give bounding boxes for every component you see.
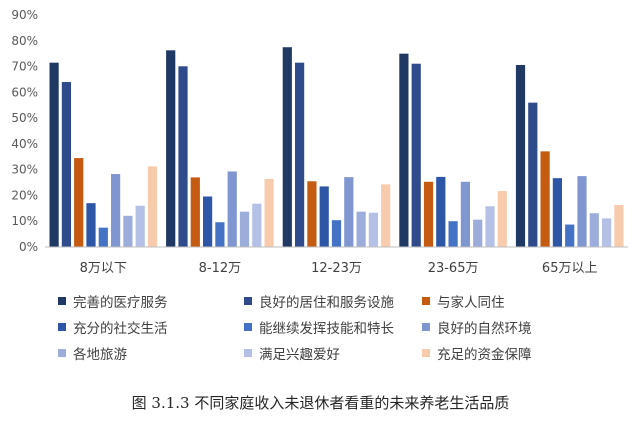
legend-row: 各地旅游 满足兴趣爱好 充足的资金保障 <box>58 340 618 366</box>
y-tick-label: 30% <box>11 163 38 177</box>
y-tick-label: 40% <box>11 137 38 151</box>
bar <box>74 158 84 247</box>
bar <box>239 211 250 247</box>
bar <box>552 178 562 247</box>
bar <box>344 177 354 247</box>
bar <box>565 224 575 247</box>
bar <box>356 211 366 247</box>
legend-item: 充分的社交生活 <box>58 317 244 337</box>
legend: 完善的医疗服务 良好的居住和服务设施 与家人同住充分的社交生活 能继续发挥技能和特长 良… <box>58 288 618 366</box>
figure-caption: 图 3.1.3 不同家庭收入未退休者看重的未来养老生活品质 <box>131 394 510 412</box>
legend-item: 良好的居住和服务设施 <box>244 291 422 311</box>
legend-swatch <box>422 349 430 357</box>
legend-label: 完善的医疗服务 <box>73 295 168 311</box>
bar <box>423 181 434 247</box>
bar <box>86 203 96 247</box>
bar <box>61 82 71 248</box>
bar <box>602 218 612 247</box>
legend-item: 充足的资金保障 <box>422 343 532 363</box>
bar <box>485 206 495 247</box>
bar <box>147 166 158 247</box>
bar <box>411 63 421 247</box>
y-tick-label: 50% <box>11 111 38 125</box>
bar <box>178 66 188 247</box>
legend-swatch <box>58 297 66 305</box>
bar <box>448 221 458 247</box>
legend-label: 能继续发挥技能和特长 <box>259 321 394 337</box>
bar <box>295 62 305 247</box>
bar <box>331 220 342 247</box>
legend-label: 各地旅游 <box>73 347 127 363</box>
bar <box>111 174 121 247</box>
legend-swatch <box>58 349 66 357</box>
bar <box>203 196 213 247</box>
legend-item: 完善的医疗服务 <box>58 291 244 311</box>
x-category-label: 8-12万 <box>199 261 242 276</box>
y-tick-label: 0% <box>19 240 38 254</box>
bar <box>381 184 391 247</box>
y-axis: 0% 10% 20% 30% 40% 50% 60% 70% 80% 90% <box>11 8 38 254</box>
legend-swatch <box>422 297 430 305</box>
legend-item: 能继续发挥技能和特长 <box>244 317 422 337</box>
legend-swatch <box>244 323 252 331</box>
bar <box>307 181 317 247</box>
x-category-label: 8万以下 <box>80 261 127 276</box>
legend-item: 与家人同住 <box>422 291 505 311</box>
bar <box>215 222 225 247</box>
legend-label: 良好的自然环境 <box>437 321 532 337</box>
y-tick-label: 20% <box>11 188 38 202</box>
y-tick-label: 60% <box>11 85 38 99</box>
bars <box>49 47 624 248</box>
bar <box>473 219 483 247</box>
bar <box>264 178 274 247</box>
bar <box>528 102 538 247</box>
bar <box>577 176 587 247</box>
legend-row: 完善的医疗服务 良好的居住和服务设施 与家人同住 <box>58 288 618 314</box>
bar <box>319 186 329 247</box>
y-tick-label: 70% <box>11 60 38 74</box>
bar <box>98 227 108 247</box>
legend-row: 充分的社交生活 能继续发挥技能和特长 良好的自然环境 <box>58 314 618 340</box>
bar <box>515 65 526 247</box>
bar <box>460 181 470 247</box>
x-category-label: 23-65万 <box>428 261 479 276</box>
y-tick-label: 80% <box>11 34 38 48</box>
legend-label: 满足兴趣爱好 <box>259 347 340 363</box>
legend-label: 良好的居住和服务设施 <box>259 295 394 311</box>
legend-item: 满足兴趣爱好 <box>244 343 422 363</box>
bar <box>399 53 409 247</box>
legend-swatch <box>244 349 252 357</box>
bar <box>282 47 292 247</box>
bar <box>368 212 378 247</box>
bar <box>436 176 446 247</box>
x-category-label: 65万以上 <box>542 261 598 276</box>
bar <box>497 191 507 247</box>
y-tick-label: 90% <box>11 8 38 22</box>
bar <box>166 50 176 247</box>
legend-item: 各地旅游 <box>58 343 244 363</box>
legend-swatch <box>422 323 430 331</box>
bar-chart: 0% 10% 20% 30% 40% 50% 60% 70% 80% 90% 8万以下 8-12万 1… <box>11 8 628 276</box>
bar <box>614 204 624 247</box>
bar <box>135 205 145 247</box>
bar <box>49 62 59 247</box>
legend-label: 充足的资金保障 <box>437 347 532 363</box>
bar <box>540 151 550 247</box>
bar <box>190 177 200 247</box>
y-tick-label: 10% <box>11 214 38 228</box>
legend-item: 良好的自然环境 <box>422 317 532 337</box>
legend-label: 充分的社交生活 <box>73 321 168 337</box>
bar <box>227 171 237 247</box>
bar <box>123 215 133 247</box>
bar <box>589 213 599 247</box>
legend-label: 与家人同住 <box>437 295 505 311</box>
legend-swatch <box>244 297 252 305</box>
x-axis-categories: 8万以下 8-12万 12-23万 23-65万 65万以上 <box>80 261 598 276</box>
bar <box>252 203 262 247</box>
legend-swatch <box>58 323 66 331</box>
x-category-label: 12-23万 <box>311 261 362 276</box>
